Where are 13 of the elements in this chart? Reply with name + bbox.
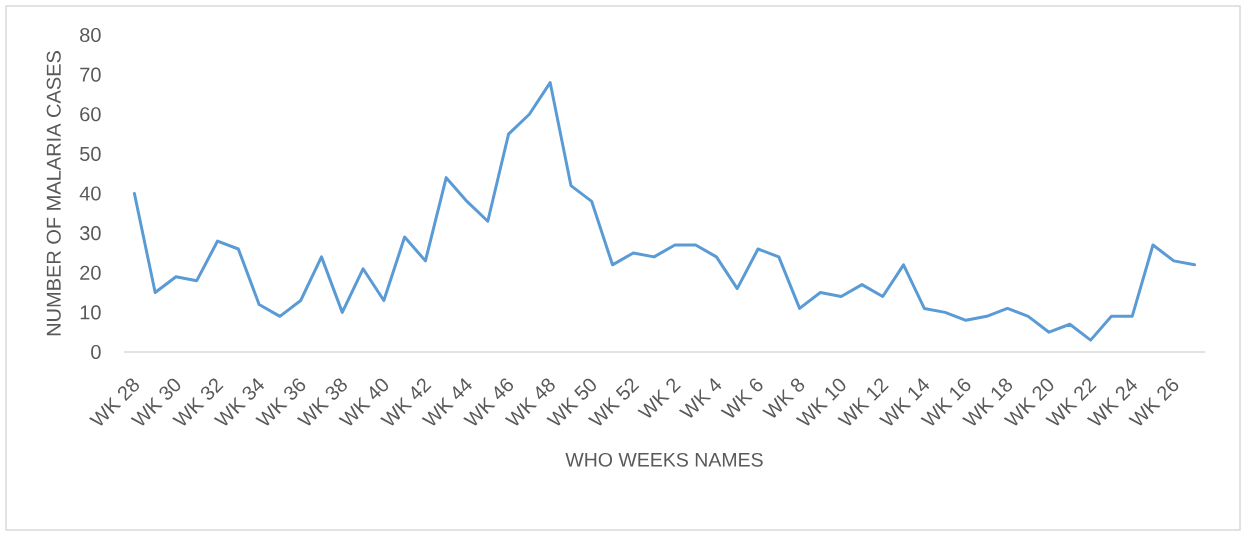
- y-tick-label: 0: [91, 344, 101, 360]
- y-tick-label: 40: [79, 186, 101, 201]
- y-tick-label: 70: [80, 67, 101, 82]
- x-axis-title: WHO WEEKS NAMES: [565, 452, 763, 467]
- y-tick-label: 60: [80, 107, 101, 122]
- y-tick-label: 80: [80, 27, 101, 43]
- y-tick-label: 30: [79, 226, 101, 241]
- line-series: [132, 81, 1197, 342]
- y-tick-label: 20: [80, 265, 101, 280]
- y-axis-title: NUMBER OF MALARIA CASES: [46, 51, 61, 336]
- y-tick-label: 50: [80, 146, 101, 161]
- x-tick-label: WK 6: [720, 378, 763, 418]
- y-tick-label: 10: [80, 305, 101, 320]
